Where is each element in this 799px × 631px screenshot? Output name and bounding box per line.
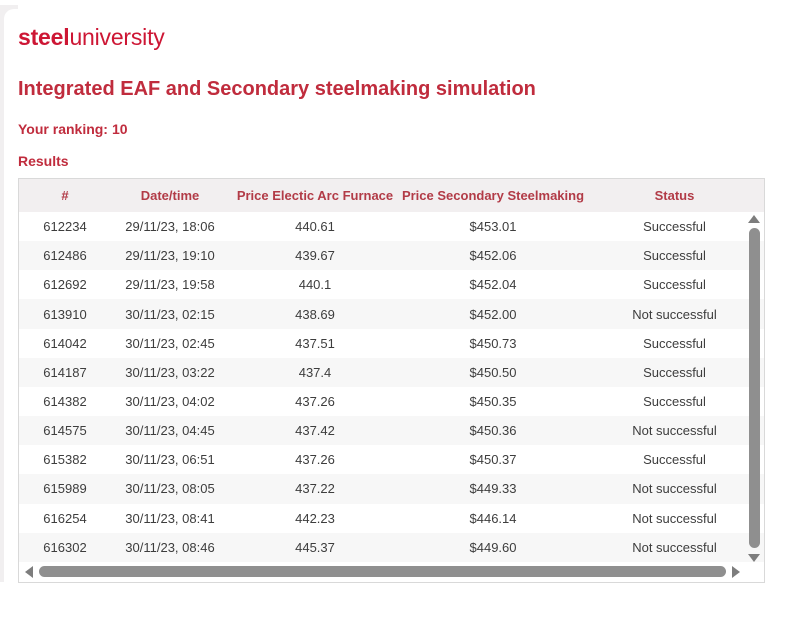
cell-price-secondary: $450.73 [469,335,517,351]
ranking-label: Your ranking: [18,121,108,137]
scroll-up-icon[interactable] [748,215,760,223]
cell-status: Successful [643,394,706,410]
scroll-down-icon[interactable] [748,554,760,562]
cell-id: 615989 [43,481,87,497]
cell-datetime: 30/11/23, 03:22 [125,364,215,380]
cell-price-eaf: 440.61 [295,219,335,235]
cell-status: Not successful [632,510,717,526]
horizontal-scrollbar-thumb[interactable] [39,566,726,577]
cell-id: 616254 [43,510,87,526]
cell-id: 612692 [43,277,87,293]
cell-price-eaf: 445.37 [295,539,335,555]
cell-datetime: 30/11/23, 08:46 [125,539,215,555]
cell-datetime: 30/11/23, 02:15 [125,306,215,322]
cell-price-eaf: 437.4 [298,364,332,380]
table-row[interactable]: 614382 30/11/23, 04:02 437.26 $450.35 Su… [19,386,764,417]
cell-price-eaf: 439.67 [295,248,335,264]
scroll-right-icon[interactable] [732,565,740,578]
page-title: Integrated EAF and Secondary steelmaking… [18,78,536,100]
table-row[interactable]: 614575 30/11/23, 04:45 437.42 $450.36 No… [19,416,764,446]
table-header-row: # Date/time Price Electic Arc Furnace Pr… [19,179,764,212]
cell-id: 614187 [43,364,87,380]
cell-price-eaf: 438.69 [295,306,335,322]
table-row[interactable]: 615989 30/11/23, 08:05 437.22 $449.33 No… [19,474,764,504]
cell-id: 614042 [43,335,87,351]
cell-price-secondary: $450.50 [469,364,517,380]
table-row[interactable]: 615382 30/11/23, 06:51 437.26 $450.37 Su… [19,445,764,475]
cell-id: 612486 [43,248,87,264]
cell-datetime: 30/11/23, 02:45 [125,335,215,351]
cell-status: Successful [643,335,706,351]
cell-price-secondary: $450.36 [469,423,517,439]
cell-price-secondary: $449.60 [469,539,517,555]
brand-logo-regular: university [69,24,165,50]
cell-status: Successful [643,248,706,264]
cell-id: 612234 [43,219,87,235]
cell-status: Not successful [632,423,717,439]
cell-price-secondary: $450.37 [469,452,517,468]
cell-datetime: 30/11/23, 08:41 [125,510,215,526]
table-row[interactable]: 614042 30/11/23, 02:45 437.51 $450.73 Su… [19,328,764,358]
cell-datetime: 30/11/23, 04:02 [125,394,215,410]
cell-price-eaf: 440.1 [298,277,332,293]
results-heading: Results [18,153,69,169]
cell-price-eaf: 437.51 [295,335,335,351]
table-row[interactable]: 613910 30/11/23, 02:15 438.69 $452.00 No… [19,299,764,329]
horizontal-scrollbar[interactable] [25,564,740,579]
column-header-status[interactable]: Status [654,188,695,203]
vertical-scrollbar-thumb[interactable] [748,228,760,548]
cell-status: Successful [643,364,706,380]
window-corner-decoration [0,5,18,23]
table-row[interactable]: 612234 29/11/23, 18:06 440.61 $453.01 Su… [19,212,764,242]
cell-datetime: 29/11/23, 19:10 [125,248,215,264]
cell-price-secondary: $452.06 [469,248,517,264]
cell-price-secondary: $452.04 [469,277,517,293]
column-header-price-eaf[interactable]: Price Electic Arc Furnace [236,188,394,203]
cell-datetime: 29/11/23, 19:58 [125,277,215,293]
cell-price-secondary: $450.35 [469,394,517,410]
brand-logo[interactable]: steeluniversity [18,24,165,51]
column-header-price-secondary[interactable]: Price Secondary Steelmaking [401,188,585,203]
cell-price-eaf: 437.26 [295,394,335,410]
ranking-value: 10 [111,121,128,137]
table-body: 612234 29/11/23, 18:06 440.61 $453.01 Su… [19,212,764,562]
cell-status: Not successful [632,306,717,322]
cell-datetime: 30/11/23, 04:45 [125,423,215,439]
vertical-scrollbar[interactable] [747,215,761,562]
cell-status: Successful [643,277,706,293]
cell-price-secondary: $446.14 [469,510,517,526]
cell-price-secondary: $449.33 [469,481,517,497]
cell-datetime: 30/11/23, 06:51 [125,452,215,468]
cell-datetime: 30/11/23, 08:05 [125,481,215,497]
cell-id: 615382 [43,452,87,468]
ranking-text: Your ranking: 10 [18,121,128,137]
brand-logo-bold: steel [18,24,70,50]
cell-price-eaf: 437.26 [295,452,335,468]
scroll-left-icon[interactable] [25,565,33,578]
cell-price-secondary: $453.01 [469,219,517,235]
cell-datetime: 29/11/23, 18:06 [125,219,215,235]
results-table: # Date/time Price Electic Arc Furnace Pr… [18,178,765,583]
column-header-datetime[interactable]: Date/time [140,188,200,203]
cell-id: 614382 [43,394,87,410]
cell-status: Successful [643,452,706,468]
cell-price-eaf: 442.23 [295,510,335,526]
cell-status: Not successful [632,539,717,555]
cell-price-eaf: 437.42 [295,423,335,439]
table-row[interactable]: 614187 30/11/23, 03:22 437.4 $450.50 Suc… [19,357,764,387]
window-edge-decoration [0,22,4,582]
table-row[interactable]: 612692 29/11/23, 19:58 440.1 $452.04 Suc… [19,270,764,300]
cell-price-eaf: 437.22 [295,481,335,497]
column-header-id[interactable]: # [61,188,69,203]
cell-price-secondary: $452.00 [469,306,517,322]
cell-status: Successful [643,219,706,235]
cell-id: 616302 [43,539,87,555]
cell-id: 614575 [43,423,87,439]
cell-status: Not successful [632,481,717,497]
table-row[interactable]: 616302 30/11/23, 08:46 445.37 $449.60 No… [19,532,764,562]
table-row[interactable]: 612486 29/11/23, 19:10 439.67 $452.06 Su… [19,241,764,271]
cell-id: 613910 [43,306,87,322]
table-row[interactable]: 616254 30/11/23, 08:41 442.23 $446.14 No… [19,503,764,533]
